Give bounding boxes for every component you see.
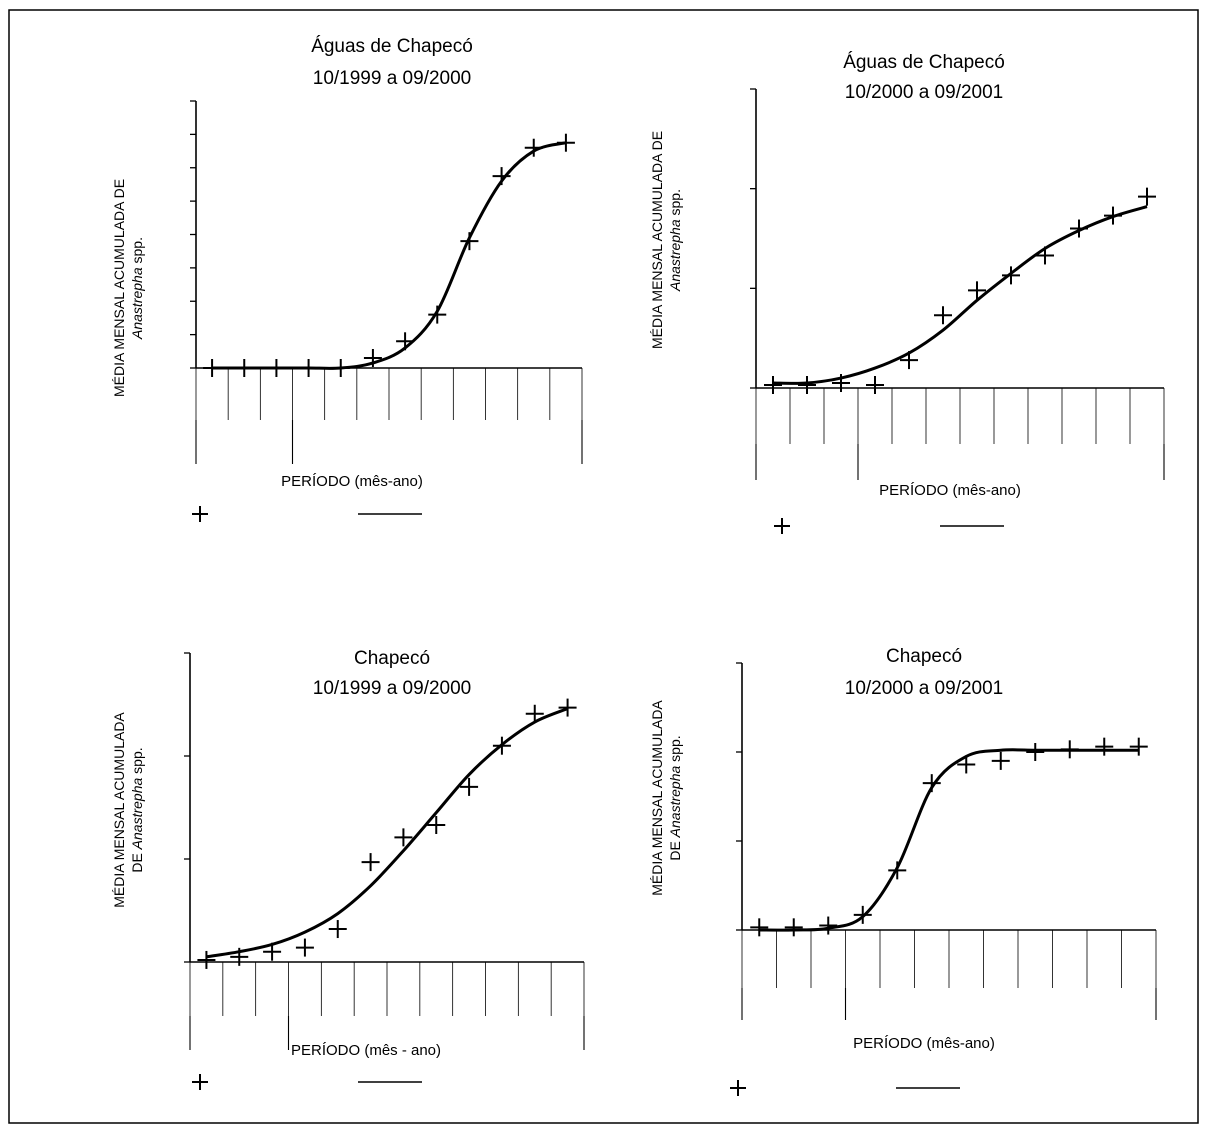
y-axis-label-taxon: Anastrepha (129, 267, 145, 340)
chart-subtitle: 10/1999 a 09/2000 (313, 68, 472, 89)
data-point-numero-real (1070, 219, 1088, 238)
chart-aguas-1999-2000: Águas de Chapecó 10/1999 a 09/2000 MÉDIA… (111, 36, 583, 522)
y-axis-label-prefix: DE (667, 837, 683, 860)
data-point-numero-real (460, 777, 479, 796)
x-axis-label: PERÍODO (mês-ano) (281, 473, 423, 490)
data-point-numero-real (295, 938, 314, 957)
legend (192, 1074, 422, 1090)
data-point-numero-real (866, 376, 884, 395)
data-point-numero-real (263, 942, 282, 961)
legend (730, 1080, 960, 1096)
chart-title: Águas de Chapecó (311, 36, 473, 57)
data-point-numero-real (1060, 740, 1079, 759)
data-point-numero-real (428, 305, 447, 324)
y-axis-label: MÉDIA MENSAL ACUMULADA DE Anastrepha spp… (649, 131, 683, 349)
data-point-numero-real (267, 359, 286, 377)
data-point-numero-real (798, 376, 816, 395)
y-axis-label-prefix: DE (129, 849, 145, 872)
data-point-numero-real (934, 306, 952, 325)
y-axis-label-suffix: spp. (129, 237, 145, 267)
y-axis-label-line2: DE Anastrepha spp. (667, 735, 683, 860)
chart-subtitle: 10/1999 a 09/2000 (313, 678, 472, 699)
series-line-numero-estimado (206, 707, 569, 959)
data-point-numero-real (230, 947, 249, 966)
data-point-numero-real (1036, 246, 1054, 265)
chart-title: Chapecó (886, 646, 962, 667)
data-point-numero-real (764, 376, 782, 395)
data-point-numero-real (1026, 743, 1045, 761)
plot-area (190, 100, 583, 464)
y-axis-label-line1: MÉDIA MENSAL ACUMULADA (111, 712, 127, 908)
y-axis-label-taxon: Anastrepha (667, 219, 683, 292)
data-point-numero-real (853, 905, 872, 924)
y-axis-label-line2: Anastrepha spp. (667, 189, 683, 292)
chart-title: Águas de Chapecó (843, 52, 1005, 73)
data-point-numero-real (558, 698, 577, 717)
plot-area (736, 662, 1157, 1020)
chart-chapeco-1999-2000: Chapecó 10/1999 a 09/2000 MÉDIA MENSAL A… (111, 648, 585, 1090)
data-point-numero-real (299, 359, 318, 377)
data-point-numero-real (1138, 187, 1156, 206)
data-point-numero-real (556, 133, 575, 152)
data-point-numero-real (363, 348, 382, 367)
data-point-numero-real (1104, 206, 1122, 225)
data-point-numero-real (396, 332, 415, 351)
data-point-numero-real (750, 918, 769, 937)
data-point-numero-real (968, 281, 986, 300)
data-point-numero-real (203, 359, 222, 377)
data-point-numero-real (991, 751, 1010, 770)
data-point-numero-real (900, 351, 918, 370)
plot-area (184, 652, 585, 1050)
data-point-numero-real (361, 853, 380, 872)
legend (192, 506, 422, 522)
y-axis-label-taxon: Anastrepha (129, 777, 145, 850)
data-point-numero-real (1095, 737, 1114, 756)
data-point-numero-real (331, 359, 350, 377)
y-axis-label-line2: Anastrepha spp. (129, 237, 145, 340)
data-point-numero-real (922, 774, 941, 793)
data-point-numero-real (525, 704, 544, 723)
y-axis-label-line1: MÉDIA MENSAL ACUMULADA DE (111, 179, 127, 397)
data-point-numero-real (1002, 266, 1020, 285)
data-point-numero-real (524, 138, 543, 157)
data-point-numero-real (197, 950, 216, 969)
chart-aguas-2000-2001: Águas de Chapecó 10/2000 a 09/2001 MÉDIA… (649, 52, 1165, 534)
data-point-numero-real (427, 816, 446, 835)
y-axis-label-line1: MÉDIA MENSAL ACUMULADA DE (649, 131, 665, 349)
data-point-numero-real (460, 232, 479, 251)
data-point-numero-real (235, 359, 254, 377)
x-axis-label: PERÍODO (mês-ano) (879, 482, 1021, 499)
data-point-numero-real (492, 167, 511, 186)
chart-chapeco-2000-2001: Chapecó 10/2000 a 09/2001 MÉDIA MENSAL A… (649, 646, 1157, 1096)
chart-subtitle: 10/2000 a 09/2001 (845, 82, 1004, 103)
plot-area (750, 88, 1165, 480)
data-point-numero-real (492, 736, 511, 755)
y-axis-label: MÉDIA MENSAL ACUMULADA DE Anastrepha spp… (111, 179, 145, 397)
data-point-numero-real (957, 755, 976, 774)
y-axis-label-suffix: spp. (129, 747, 145, 777)
data-point-numero-real (784, 918, 803, 937)
y-axis-label-line1: MÉDIA MENSAL ACUMULADA (649, 700, 665, 896)
chart-subtitle: 10/2000 a 09/2001 (845, 678, 1004, 699)
x-axis-label: PERÍODO (mês - ano) (291, 1042, 441, 1059)
y-axis-label-taxon: Anastrepha (667, 765, 683, 838)
y-axis-label-line2: DE Anastrepha spp. (129, 747, 145, 872)
data-point-numero-real (888, 861, 907, 880)
figure-border (8, 9, 1199, 1124)
y-axis-label-suffix: spp. (667, 189, 683, 219)
chart-title: Chapecó (354, 648, 430, 669)
data-point-numero-real (819, 916, 838, 935)
data-point-numero-real (832, 374, 850, 393)
y-axis-label: MÉDIA MENSAL ACUMULADA DE Anastrepha spp… (111, 712, 145, 908)
y-axis-label-suffix: spp. (667, 735, 683, 765)
data-point-numero-real (328, 920, 347, 939)
legend (774, 518, 1004, 534)
y-axis-label: MÉDIA MENSAL ACUMULADA DE Anastrepha spp… (649, 700, 683, 896)
data-point-numero-real (394, 828, 413, 847)
x-axis-label: PERÍODO (mês-ano) (853, 1035, 995, 1052)
data-point-numero-real (1129, 737, 1148, 756)
